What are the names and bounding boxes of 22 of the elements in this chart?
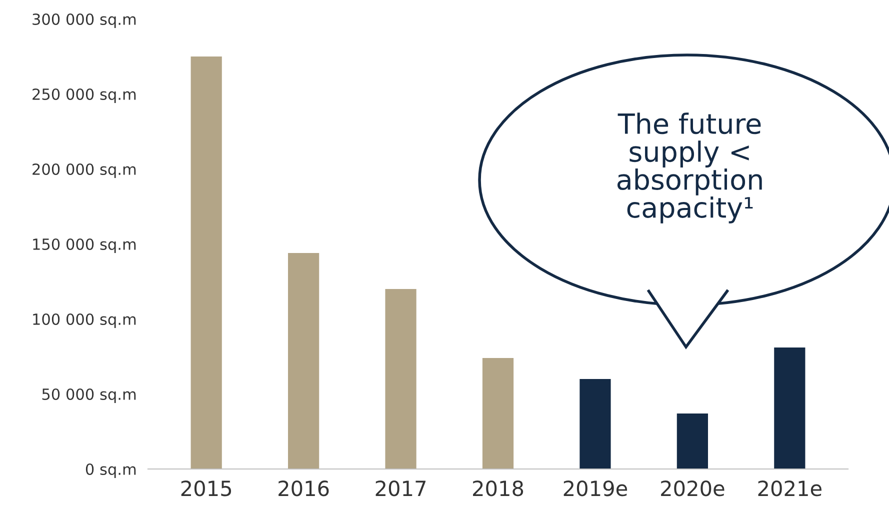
y-tick-label: 250 000 sq.m: [32, 88, 136, 103]
y-tick-label: 100 000 sq.m: [33, 313, 136, 328]
y-tick-label: 300 000 sq.m: [32, 13, 136, 28]
y-tick-label: 0 sq.m: [86, 463, 136, 478]
bar: [774, 348, 806, 469]
y-tick-label: 50 000 sq.m: [42, 388, 136, 403]
bar: [580, 379, 611, 469]
x-tick-label: 2018: [473, 480, 524, 496]
bar: [482, 358, 514, 469]
x-tick-label: 2020e: [661, 480, 724, 496]
x-tick-label: 2016: [278, 480, 329, 496]
bar: [190, 56, 222, 469]
x-tick-label: 2021e: [758, 480, 822, 496]
bar: [676, 414, 708, 469]
x-tick-label: 2017: [376, 480, 426, 496]
y-tick-label: 200 000 sq.m: [32, 163, 136, 178]
y-tick-label: 150 000 sq.m: [33, 238, 136, 253]
bar: [385, 289, 416, 469]
x-tick-label: 2019e: [564, 480, 628, 496]
annotation: The future supply < absorption capacity¹: [617, 112, 762, 224]
x-tick-label: 2015: [181, 480, 232, 496]
bar: [288, 253, 320, 469]
